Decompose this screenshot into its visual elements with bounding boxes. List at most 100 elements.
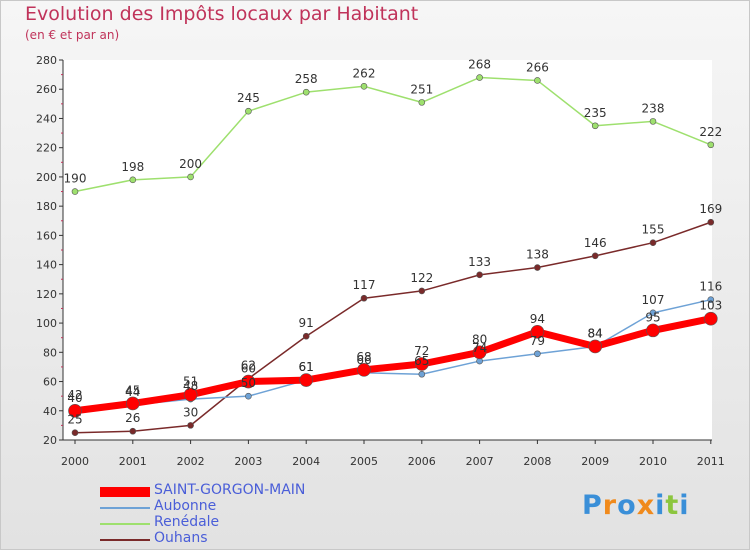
data-label-aubonne: 44 [125, 385, 140, 399]
data-point-ouhans [534, 264, 541, 271]
data-point-ouhans [360, 294, 368, 302]
data-point-ouhans [187, 422, 194, 429]
data-point-saint-gorgon-main [126, 396, 140, 411]
legend-label-aubonne: Aubonne [154, 498, 217, 514]
data-point-saint-gorgon-main [703, 311, 718, 326]
data-label-aubonne: 79 [530, 334, 545, 348]
x-tick-label: 2000 [61, 455, 89, 468]
data-point-ouhans [649, 239, 657, 246]
data-label-ren-dale: 198 [121, 160, 144, 174]
data-point-saint-gorgon-main [646, 323, 660, 338]
data-point-ouhans [591, 252, 599, 260]
chart-title: Evolution des Impôts locaux par Habitant [25, 3, 419, 25]
legend-label-ouhans: Ouhans [154, 530, 208, 546]
y-tick-label: 80 [43, 346, 57, 359]
data-label-ouhans: 26 [125, 411, 140, 425]
logo-letter: r [602, 490, 618, 521]
data-label-aubonne: 84 [588, 326, 603, 340]
data-label-ouhans: 25 [67, 413, 82, 427]
data-label-aubonne: 61 [299, 360, 314, 374]
data-label-ouhans: 62 [241, 359, 256, 373]
legend-swatch-saint-gorgon-main [100, 487, 150, 497]
data-point-ren-dale [360, 83, 368, 90]
legend-swatch-aubonne [100, 507, 150, 509]
series-line-ren-dale [74, 76, 712, 193]
data-label-ren-dale: 266 [526, 60, 549, 74]
data-point-ren-dale [71, 188, 79, 195]
data-point-ren-dale [129, 176, 137, 184]
data-point-ouhans [71, 429, 79, 436]
data-point-aubonne [649, 309, 657, 317]
data-label-ouhans: 122 [410, 271, 433, 285]
data-label-saint-gorgon-main: 51 [183, 375, 198, 389]
data-label-ren-dale: 258 [295, 72, 318, 86]
proxiti-logo: Proxiti [582, 490, 690, 521]
y-tick-label: 20 [43, 434, 57, 447]
data-label-ren-dale: 235 [584, 106, 607, 120]
data-point-ren-dale [707, 141, 715, 149]
data-label-ouhans: 117 [353, 278, 376, 292]
data-label-aubonne: 66 [356, 353, 371, 367]
data-label-ren-dale: 262 [353, 66, 376, 80]
data-label-ren-dale: 268 [468, 58, 491, 72]
data-label-aubonne: 107 [642, 293, 665, 307]
data-point-ren-dale [418, 99, 426, 106]
series-line-ouhans [74, 221, 712, 434]
data-point-ouhans [129, 427, 137, 435]
data-label-aubonne: 65 [414, 354, 429, 368]
y-tick-label: 220 [36, 142, 57, 155]
data-point-ouhans [418, 287, 426, 295]
legend-label-saint-gorgon-main: SAINT-GORGON-MAIN [154, 482, 306, 498]
data-point-ren-dale [302, 88, 310, 96]
data-point-saint-gorgon-main [472, 345, 487, 360]
data-point-ouhans [302, 332, 310, 340]
data-label-ren-dale: 190 [64, 172, 87, 186]
y-tick-label: 240 [36, 112, 57, 125]
legend-label-renedale: Renédale [154, 514, 220, 530]
logo-letter: i [679, 490, 690, 521]
chart-subtitle: (en € et par an) [25, 28, 120, 42]
x-tick-label: 2007 [466, 455, 494, 468]
data-point-aubonne [534, 350, 541, 358]
data-label-ouhans: 30 [183, 405, 198, 419]
data-label-ouhans: 146 [584, 236, 607, 250]
data-label-saint-gorgon-main: 68 [356, 350, 371, 364]
data-label-saint-gorgon-main: 84 [588, 326, 603, 340]
data-point-aubonne [245, 392, 252, 400]
y-tick-label: 160 [36, 229, 57, 242]
x-tick-label: 2010 [639, 455, 667, 468]
data-label-aubonne: 42 [67, 388, 82, 402]
data-point-aubonne [418, 370, 426, 378]
data-point-saint-gorgon-main [414, 357, 429, 371]
data-label-saint-gorgon-main: 80 [472, 332, 487, 346]
logo-letter: o [617, 490, 637, 521]
logo-letter: t [665, 490, 680, 521]
data-label-ouhans: 169 [699, 202, 722, 216]
data-label-ren-dale: 238 [642, 101, 665, 115]
x-tick-label: 2006 [408, 455, 436, 468]
legend-swatch-ouhans [100, 539, 150, 541]
data-point-saint-gorgon-main [299, 373, 314, 387]
x-tick-label: 2008 [523, 455, 551, 468]
data-point-aubonne [707, 296, 715, 303]
data-point-saint-gorgon-main [530, 325, 545, 339]
data-label-saint-gorgon-main: 72 [414, 344, 429, 358]
logo-letter: P [582, 490, 603, 521]
data-label-ren-dale: 200 [179, 157, 202, 171]
y-tick-label: 100 [36, 317, 57, 330]
data-point-ouhans [476, 271, 483, 279]
data-point-ouhans [707, 218, 715, 226]
y-tick-label: 40 [43, 405, 57, 418]
data-label-saint-gorgon-main: 45 [125, 383, 140, 397]
data-point-ren-dale [649, 118, 657, 125]
data-point-ren-dale [476, 74, 483, 81]
data-label-ouhans: 138 [526, 248, 549, 262]
y-tick-label: 180 [36, 200, 57, 213]
x-tick-label: 2005 [350, 455, 378, 468]
x-tick-label: 2011 [697, 455, 725, 468]
x-tick-label: 2009 [581, 455, 609, 468]
y-tick-label: 280 [36, 54, 57, 67]
legend-swatch-renedale [100, 523, 150, 525]
plot-area [63, 60, 712, 440]
y-tick-label: 140 [36, 259, 57, 272]
